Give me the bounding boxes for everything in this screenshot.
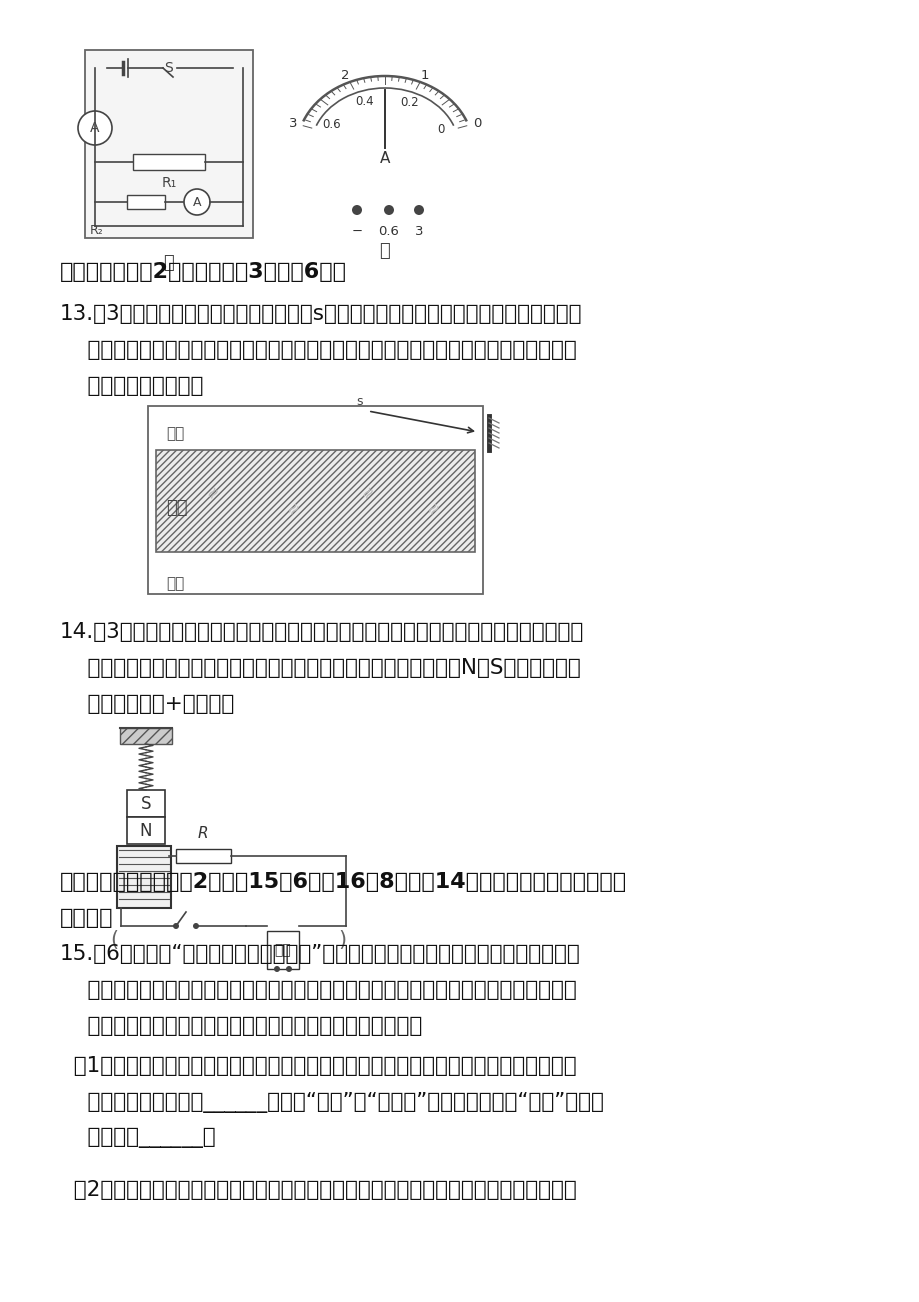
Text: 0: 0: [472, 117, 481, 130]
Circle shape: [352, 204, 361, 215]
Bar: [267, 931, 299, 969]
Text: s: s: [357, 395, 363, 408]
Text: 0.4: 0.4: [355, 95, 373, 108]
Text: 的正、负极（+或－）。: 的正、负极（+或－）。: [60, 694, 234, 713]
Bar: [133, 154, 205, 171]
Circle shape: [173, 923, 179, 930]
Bar: [127, 790, 165, 816]
Text: 在水平面上滑行的最大距离，三种情况下的运动如图所示。: 在水平面上滑行的最大距离，三种情况下的运动如图所示。: [60, 1016, 422, 1036]
Text: 空气: 空气: [165, 427, 184, 441]
Text: ): ): [337, 930, 346, 950]
Text: 0.6: 0.6: [378, 225, 399, 238]
Text: 电后，发现弹簧长度缩短了，请在括号中标出螺线管下端的极性（N或S）和电源上端: 电后，发现弹簧长度缩短了，请在括号中标出螺线管下端的极性（N或S）和电源上端: [60, 658, 580, 678]
Bar: [127, 195, 165, 210]
Bar: [117, 846, 171, 907]
Text: 14.（3分）如图所示，固定的轻弹簧下端用细线竖直悬挂一条形磁体，当下方电路闭合通: 14.（3分）如图所示，固定的轻弹簧下端用细线竖直悬挂一条形磁体，当下方电路闭合…: [60, 622, 584, 642]
Circle shape: [274, 966, 279, 973]
Text: R: R: [198, 825, 208, 841]
Text: ≈: ≈: [357, 480, 379, 503]
Circle shape: [383, 204, 393, 215]
Text: 甲: 甲: [164, 254, 175, 272]
Text: 射向一块玻璃砖的上表面，并穿过玻璃砖从下表面射出，请在图中画出该光路图（不考: 射向一块玻璃砖的上表面，并穿过玻璃砖从下表面射出，请在图中画出该光路图（不考: [60, 340, 576, 359]
Text: −: −: [351, 225, 362, 238]
Text: R₁: R₁: [161, 176, 176, 190]
Text: 四、实验与探究题（共2小题，15题6分，16题8分，共14分．把恰当的内容填在相应: 四、实验与探究题（共2小题，15题6分，16题8分，共14分．把恰当的内容填在相…: [60, 872, 627, 892]
Circle shape: [286, 966, 291, 973]
Bar: [127, 816, 165, 844]
Text: 车受到的______；: 车受到的______；: [60, 1128, 215, 1148]
Text: A: A: [193, 195, 201, 208]
Bar: [148, 406, 482, 594]
Text: 三、作图题（共2小题，每小题3分，共6分）: 三、作图题（共2小题，每小题3分，共6分）: [60, 262, 346, 283]
Bar: [85, 49, 253, 238]
Text: 玻璃: 玻璃: [165, 499, 187, 517]
Text: 15.（6分）关于“阻力对物体运动的影响”问题，某学习小组进行了如下探究实验：依次: 15.（6分）关于“阻力对物体运动的影响”问题，某学习小组进行了如下探究实验：依…: [60, 944, 580, 963]
Text: N: N: [140, 822, 152, 840]
Text: A: A: [90, 121, 99, 135]
Text: R₂: R₂: [90, 224, 104, 237]
Bar: [176, 849, 231, 863]
Text: S: S: [141, 796, 151, 812]
Text: ≈: ≈: [421, 497, 444, 519]
Text: 行时获得的速度大小______（选填“相等”或“不相等”），本实验中的“阻力”是指小: 行时获得的速度大小______（选填“相等”或“不相等”），本实验中的“阻力”是…: [60, 1092, 603, 1113]
Text: 2: 2: [341, 69, 349, 82]
Text: A: A: [380, 151, 390, 165]
Circle shape: [184, 189, 210, 215]
Text: 0.6: 0.6: [323, 118, 341, 132]
Circle shape: [414, 204, 424, 215]
Text: 0.2: 0.2: [400, 96, 418, 109]
Circle shape: [78, 111, 112, 145]
Text: ≈: ≈: [281, 497, 304, 519]
Text: 空气: 空气: [165, 577, 184, 591]
Text: 1: 1: [420, 69, 428, 82]
Text: (: (: [110, 930, 118, 950]
Bar: [119, 728, 172, 743]
Text: 3: 3: [289, 117, 297, 130]
Text: 0: 0: [437, 122, 444, 135]
Text: 13.（3分）如图所示，空气中一束光经过s点斜射向竖直放置的平面镜，经平面镜反射后: 13.（3分）如图所示，空气中一束光经过s点斜射向竖直放置的平面镜，经平面镜反射…: [60, 303, 582, 324]
Text: 电源: 电源: [275, 943, 291, 957]
Text: 虑玻璃砖的反射）。: 虑玻璃砖的反射）。: [60, 376, 203, 396]
Text: 乙: 乙: [380, 242, 390, 260]
Bar: [156, 450, 474, 552]
Circle shape: [193, 923, 199, 930]
Text: S: S: [165, 61, 173, 76]
Text: ≈: ≈: [201, 480, 224, 503]
Text: （1）实验中每次均让小车从斜面顶端由静止自由下滑，目的是使小车在水平面上开始滑: （1）实验中每次均让小车从斜面顶端由静止自由下滑，目的是使小车在水平面上开始滑: [60, 1056, 576, 1075]
Text: 3: 3: [414, 225, 423, 238]
Text: 将毛巾、棉布分别铺在水平木板上，让小车分别从斜面顶端由静止自由下滑，观察小车: 将毛巾、棉布分别铺在水平木板上，让小车分别从斜面顶端由静止自由下滑，观察小车: [60, 980, 576, 1000]
Text: （2）分析图运动情况可知：小车在毛巾表面上滑行的距离最短，说明小车受到的阻力越: （2）分析图运动情况可知：小车在毛巾表面上滑行的距离最短，说明小车受到的阻力越: [60, 1180, 576, 1200]
Text: 位置．）: 位置．）: [60, 907, 113, 928]
